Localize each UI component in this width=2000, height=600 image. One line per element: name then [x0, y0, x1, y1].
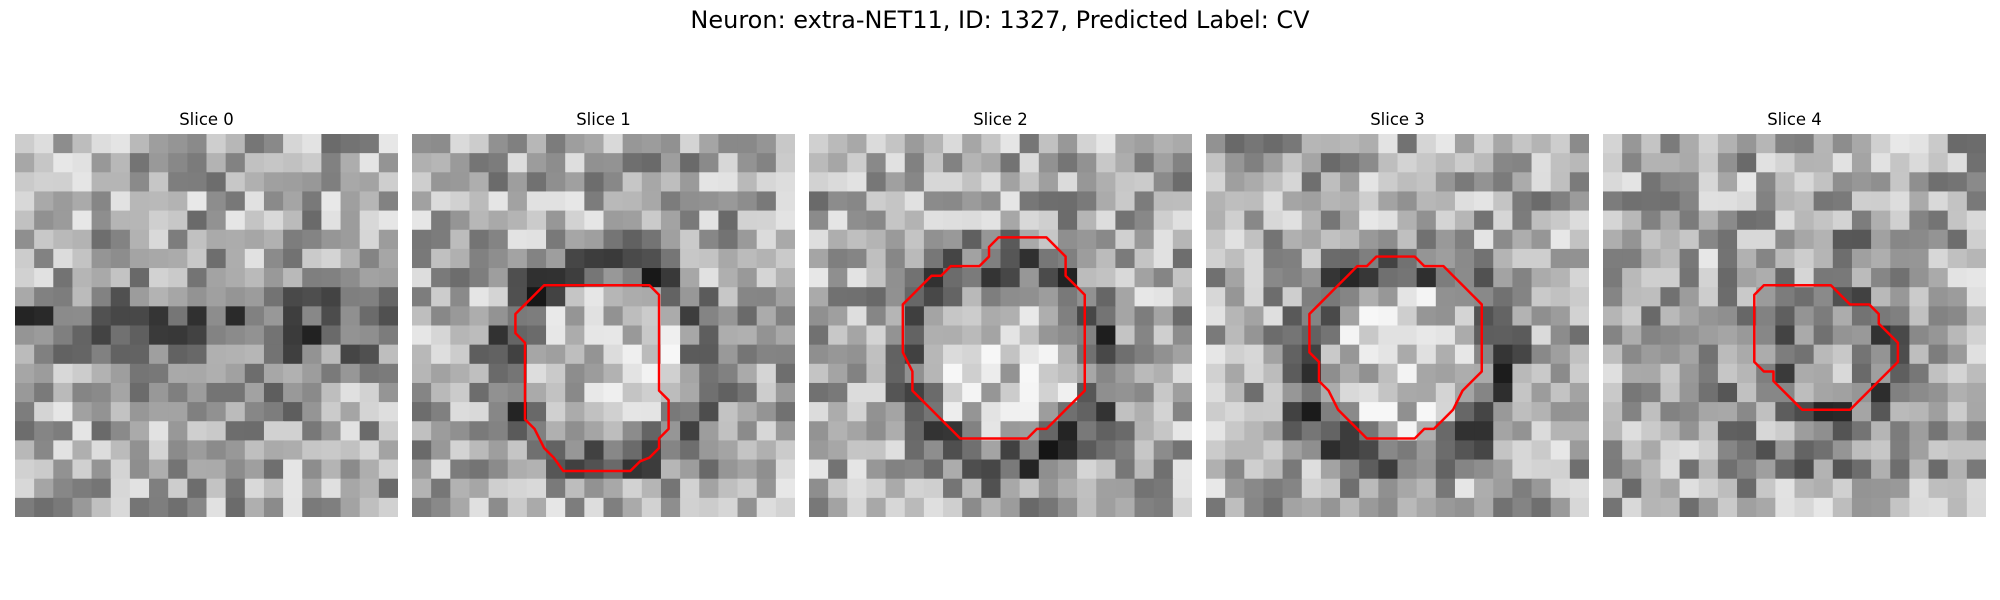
slice-title: Slice 3: [1370, 110, 1425, 129]
slice-image-0: [15, 134, 398, 517]
slice-panel-4: Slice 4: [1603, 107, 1986, 527]
slice-title: Slice 1: [576, 110, 631, 129]
slice-image-2: [809, 134, 1192, 517]
slice-panel-0: Slice 0: [15, 107, 398, 527]
roi-contour: [514, 284, 670, 473]
roi-contour: [1753, 284, 1900, 412]
slice-panel-3: Slice 3: [1206, 107, 1589, 527]
slice-title: Slice 2: [973, 110, 1028, 129]
roi-contour: [1308, 255, 1484, 440]
slice-title: Slice 4: [1767, 110, 1822, 129]
roi-contour: [901, 236, 1087, 440]
slice-panel-2: Slice 2: [809, 107, 1192, 527]
slice-image-1: [412, 134, 795, 517]
slice-image-4: [1603, 134, 1986, 517]
slice-image-3: [1206, 134, 1589, 517]
slice-title: Slice 0: [179, 110, 234, 129]
figure-title: Neuron: extra-NET11, ID: 1327, Predicted…: [690, 6, 1310, 34]
slice-panel-1: Slice 1: [412, 107, 795, 527]
